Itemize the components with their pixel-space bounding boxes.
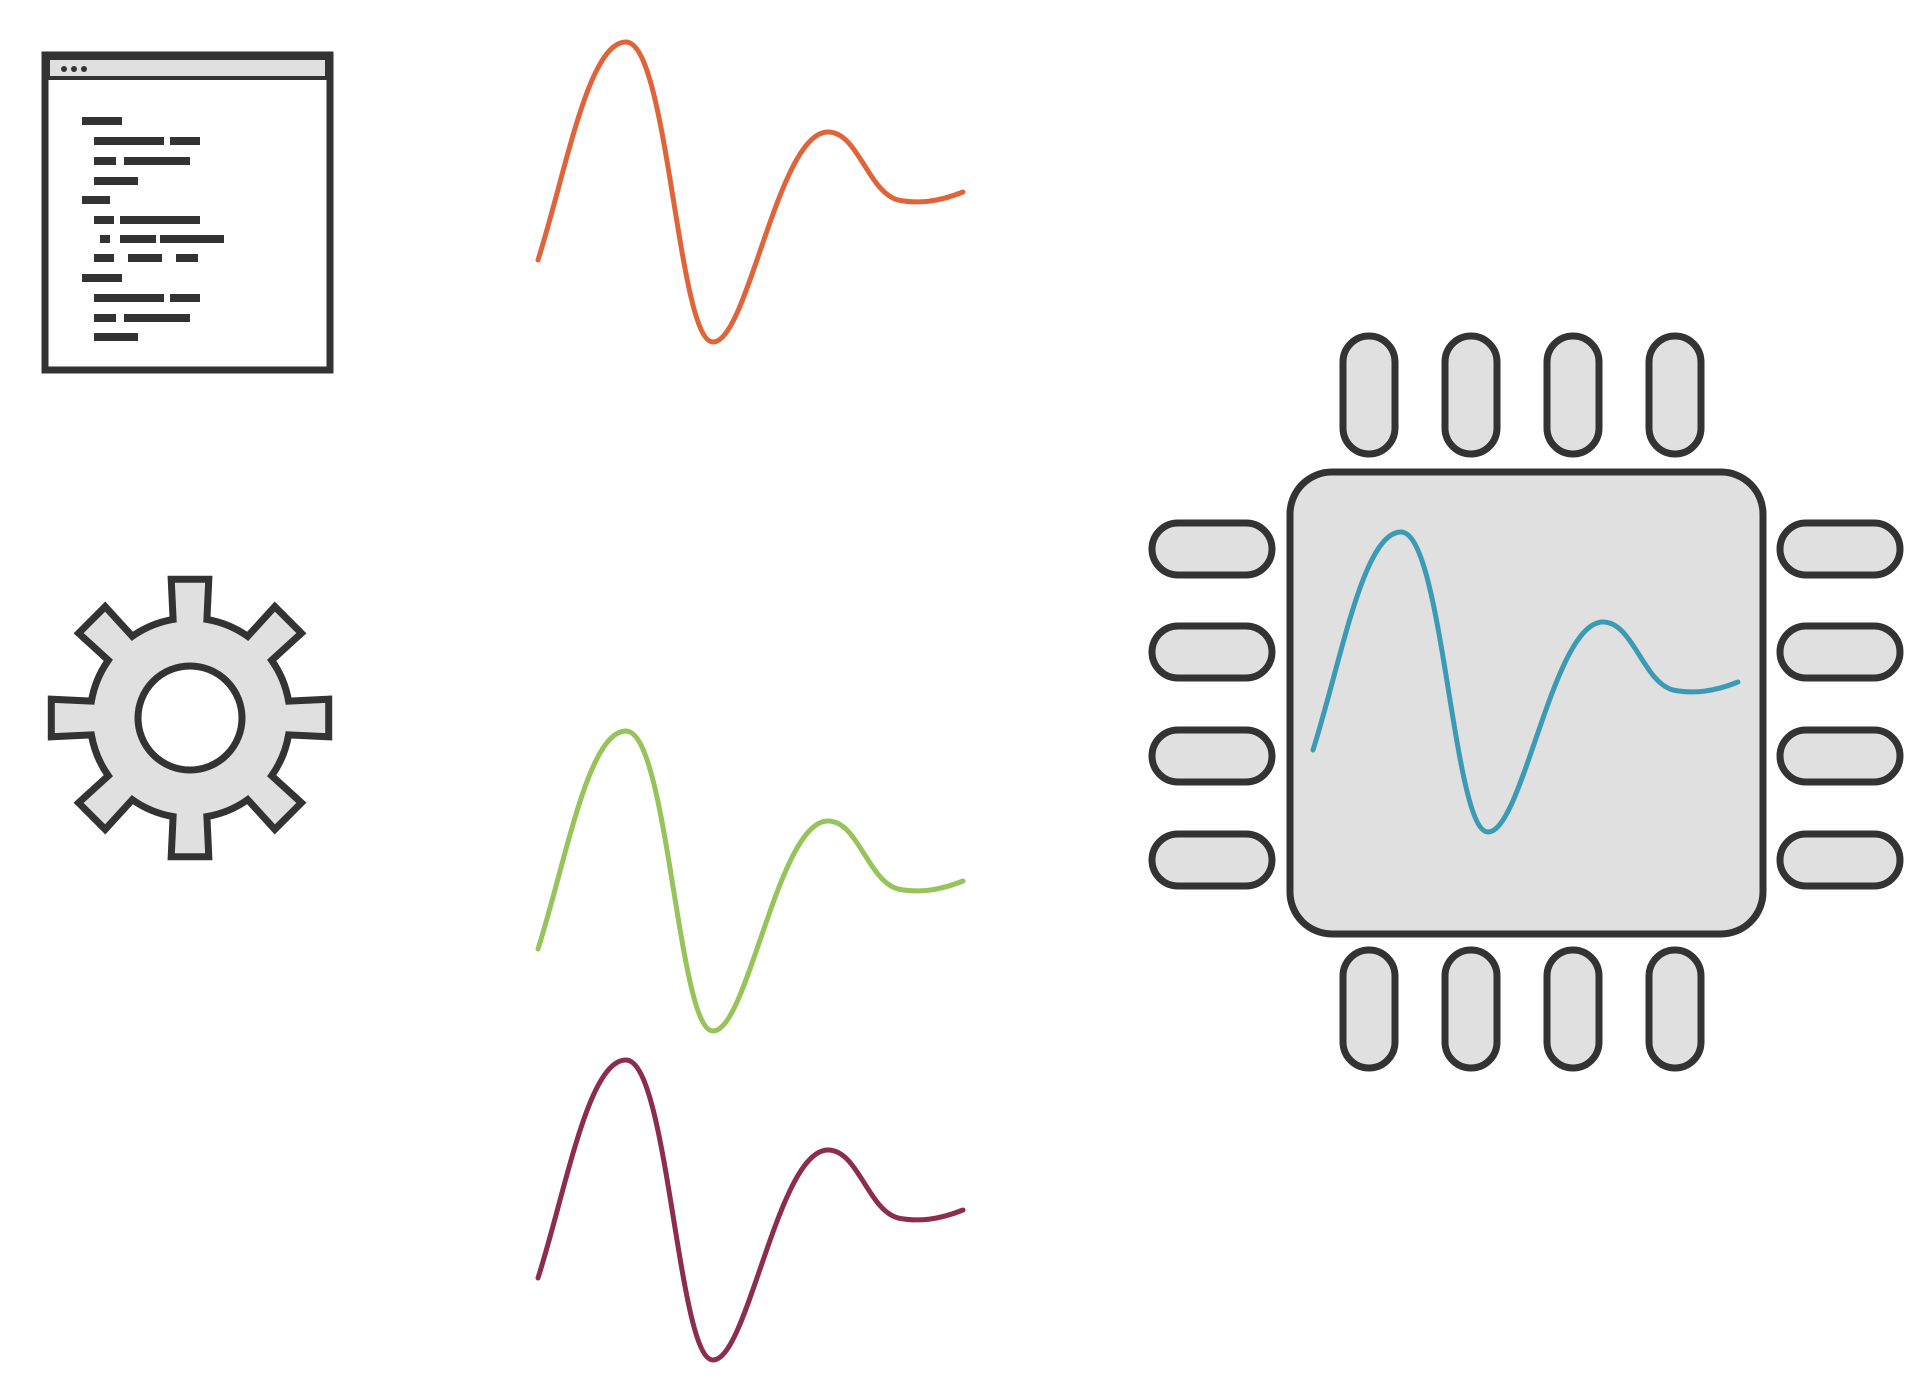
- microchip-icon: [1148, 332, 1904, 1072]
- chip-pin-bottom: [1339, 946, 1399, 1072]
- gear-hole: [134, 662, 246, 774]
- chip-pins: [1148, 332, 1904, 1072]
- chip-pin-right: [1776, 726, 1904, 786]
- chip-pin-top: [1339, 332, 1399, 458]
- chip-pin-right: [1776, 622, 1904, 682]
- chip-pin-bottom: [1543, 946, 1603, 1072]
- chip-pin-bottom: [1441, 946, 1501, 1072]
- chip-body: [1286, 468, 1767, 938]
- chip-pin-left: [1148, 726, 1276, 786]
- chip-pin-top: [1645, 332, 1705, 458]
- chip-pin-left: [1148, 622, 1276, 682]
- window-dot: [61, 66, 67, 72]
- chip-pin-left: [1148, 830, 1276, 890]
- waveform-orange: [535, 39, 966, 345]
- chip-pin-bottom: [1645, 946, 1705, 1072]
- chip-pin-right: [1776, 830, 1904, 890]
- gear-icon: [47, 575, 333, 861]
- window-dot: [81, 66, 87, 72]
- code-window-icon: [41, 51, 334, 374]
- code-window-titlebar: [46, 56, 329, 80]
- waveform-teal: [1310, 529, 1741, 835]
- code-lines: [82, 117, 224, 341]
- window-dot: [71, 66, 77, 72]
- chip-pin-left: [1148, 519, 1276, 579]
- waveform-green: [535, 728, 966, 1034]
- chip-pin-top: [1441, 332, 1501, 458]
- chip-pin-right: [1776, 519, 1904, 579]
- code-window-frame: [41, 51, 334, 374]
- chip-pin-top: [1543, 332, 1603, 458]
- waveform-maroon: [535, 1057, 966, 1363]
